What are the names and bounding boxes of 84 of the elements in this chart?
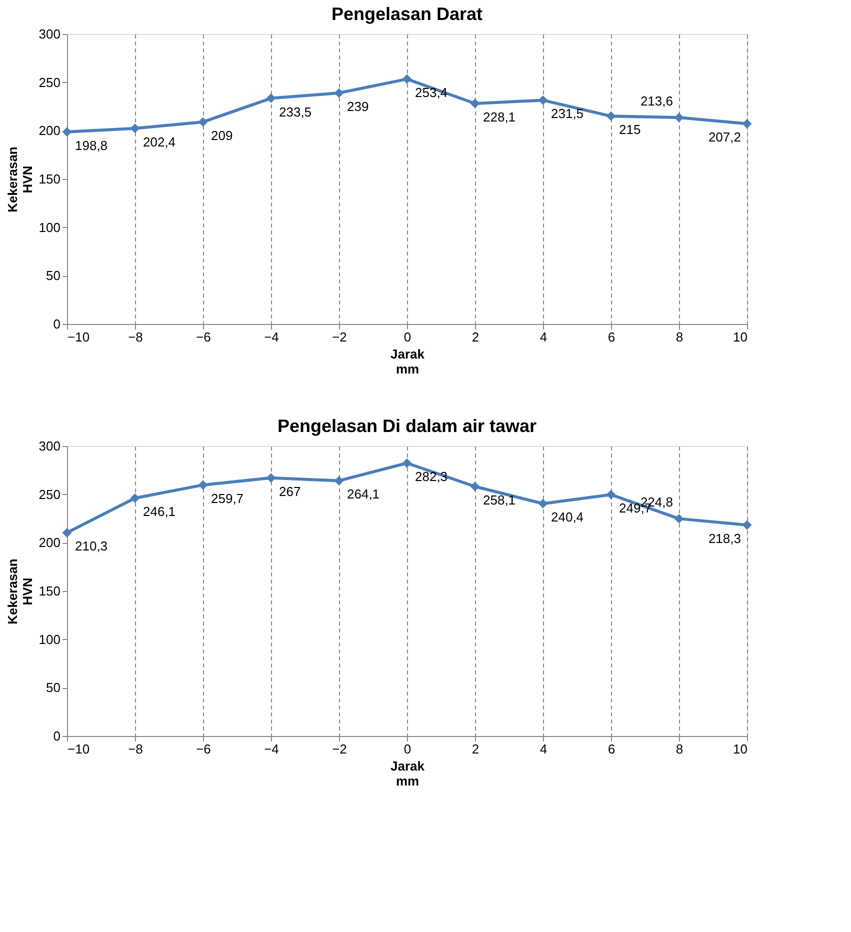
point xyxy=(130,124,140,134)
x-tick-label: −4 xyxy=(264,330,279,344)
y-tick-label: 250 xyxy=(38,74,60,90)
point xyxy=(674,112,684,122)
y-tick-label: 50 xyxy=(46,268,60,284)
y-tick-label: 200 xyxy=(38,535,60,550)
x-tick-label: 0 xyxy=(404,330,412,344)
point xyxy=(538,95,548,105)
y-tick-label: 250 xyxy=(38,486,60,502)
y-tick-label: 300 xyxy=(38,26,60,42)
y-tick-label: 200 xyxy=(38,123,60,138)
text: 209 xyxy=(211,128,233,143)
x-tick-label: 2 xyxy=(472,330,480,344)
text: 215 xyxy=(619,122,641,138)
point xyxy=(62,528,72,538)
x-tick-label: 4 xyxy=(540,330,548,344)
point xyxy=(606,490,616,500)
point xyxy=(198,117,208,127)
x-tick-label: −4 xyxy=(264,742,279,756)
y-tick-label: 0 xyxy=(53,316,60,332)
x-tick-label: 8 xyxy=(676,742,684,756)
x-tick-label: 2 xyxy=(472,742,480,756)
y-tick-label: 0 xyxy=(53,728,60,744)
point xyxy=(334,476,344,486)
point xyxy=(470,98,480,108)
point xyxy=(334,88,344,98)
y-axis-title: Kekerasan HVN xyxy=(4,558,35,624)
x-tick-label: −8 xyxy=(128,742,143,756)
text: 233,5 xyxy=(279,104,312,120)
point xyxy=(266,473,276,483)
y-tick-label: 150 xyxy=(38,584,60,598)
y-tick-label: 300 xyxy=(38,438,60,454)
point xyxy=(742,118,752,128)
text: 231,5 xyxy=(551,106,584,122)
y-tick-label: 100 xyxy=(38,220,60,235)
x-tick-label: 10 xyxy=(733,330,748,344)
point xyxy=(266,94,276,104)
x-axis-title: Jarak mm xyxy=(390,346,426,376)
text: 259,7 xyxy=(211,490,244,506)
text: 198,8 xyxy=(75,138,108,153)
text: 246,1 xyxy=(143,504,176,520)
point xyxy=(674,514,684,524)
text: 210,3 xyxy=(75,538,108,554)
point xyxy=(130,493,140,503)
x-tick-label: 0 xyxy=(404,742,412,756)
x-tick-label: −10 xyxy=(68,742,90,756)
y-tick-label: 50 xyxy=(46,680,60,696)
x-tick-label: −6 xyxy=(196,742,211,756)
point xyxy=(470,482,480,492)
y-tick-label: 100 xyxy=(38,632,60,647)
y-tick-label: 150 xyxy=(38,172,60,186)
text: 240,4 xyxy=(551,510,584,525)
text: 207,2 xyxy=(708,130,741,145)
point xyxy=(742,520,752,530)
text: 202,4 xyxy=(143,134,176,150)
point xyxy=(606,111,616,121)
text: 213,6 xyxy=(640,94,673,109)
x-tick-label: 10 xyxy=(733,742,748,756)
x-tick-label: −2 xyxy=(332,742,347,756)
x-tick-label: −10 xyxy=(68,330,90,344)
text: 282,3 xyxy=(415,469,448,484)
x-tick-label: 6 xyxy=(608,742,616,756)
point xyxy=(538,498,548,508)
text: 264,1 xyxy=(347,486,380,502)
y-axis-title: Kekerasan HVN xyxy=(4,146,35,212)
x-tick-label: 4 xyxy=(540,742,548,756)
x-axis-title: Jarak mm xyxy=(390,758,426,788)
text: 253,4 xyxy=(415,85,448,100)
point xyxy=(402,74,412,84)
chart-title: Pengelasan Darat xyxy=(331,4,483,24)
x-tick-label: −2 xyxy=(332,330,347,344)
x-tick-label: 6 xyxy=(608,330,616,344)
point xyxy=(402,458,412,468)
text: 267 xyxy=(279,484,301,499)
x-tick-label: 8 xyxy=(676,330,684,344)
text: 239 xyxy=(347,98,369,114)
x-tick-label: −6 xyxy=(196,330,211,344)
text: 228,1 xyxy=(483,110,516,125)
text: 258,1 xyxy=(483,492,516,508)
x-tick-label: −8 xyxy=(128,330,143,344)
point xyxy=(62,127,72,137)
text: 218,3 xyxy=(708,530,741,546)
point xyxy=(198,480,208,490)
chart-title: Pengelasan Di dalam air tawar xyxy=(277,416,537,436)
